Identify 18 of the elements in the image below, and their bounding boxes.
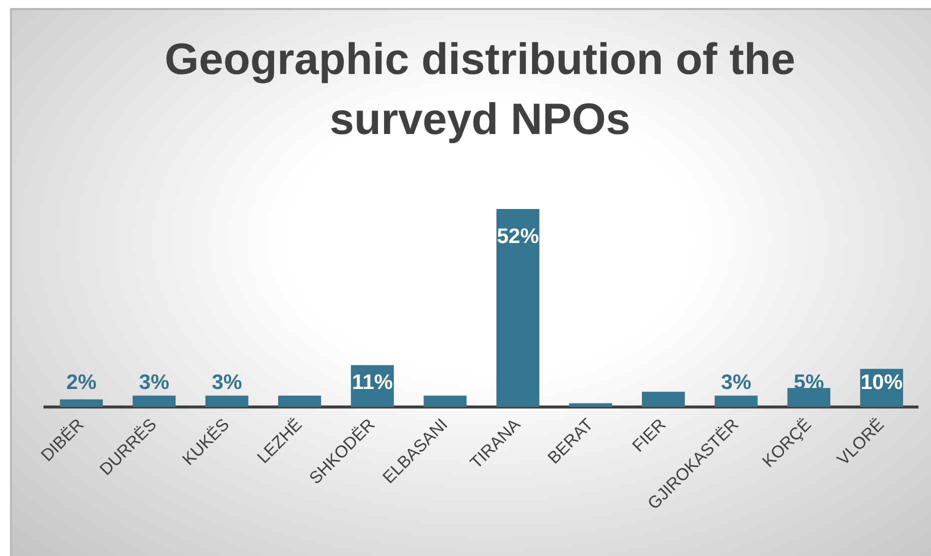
bar bbox=[569, 403, 612, 407]
data-label: 3% bbox=[138, 370, 170, 394]
bar bbox=[132, 396, 176, 407]
data-label: 3% bbox=[212, 370, 242, 394]
bar bbox=[205, 396, 248, 407]
bar bbox=[787, 388, 830, 407]
data-label: 11% bbox=[352, 370, 394, 394]
bar bbox=[424, 396, 467, 407]
bar bbox=[714, 396, 758, 407]
chart-title: Geographic distribution of the surveyd NPOs bbox=[164, 34, 796, 146]
data-label: 3% bbox=[720, 370, 752, 394]
data-label: 10% bbox=[860, 370, 903, 394]
data-label: 52% bbox=[496, 224, 540, 248]
bar bbox=[60, 399, 103, 407]
bar bbox=[278, 396, 322, 407]
data-label: 2% bbox=[66, 370, 97, 394]
bar bbox=[642, 392, 685, 407]
bar bbox=[496, 209, 540, 407]
